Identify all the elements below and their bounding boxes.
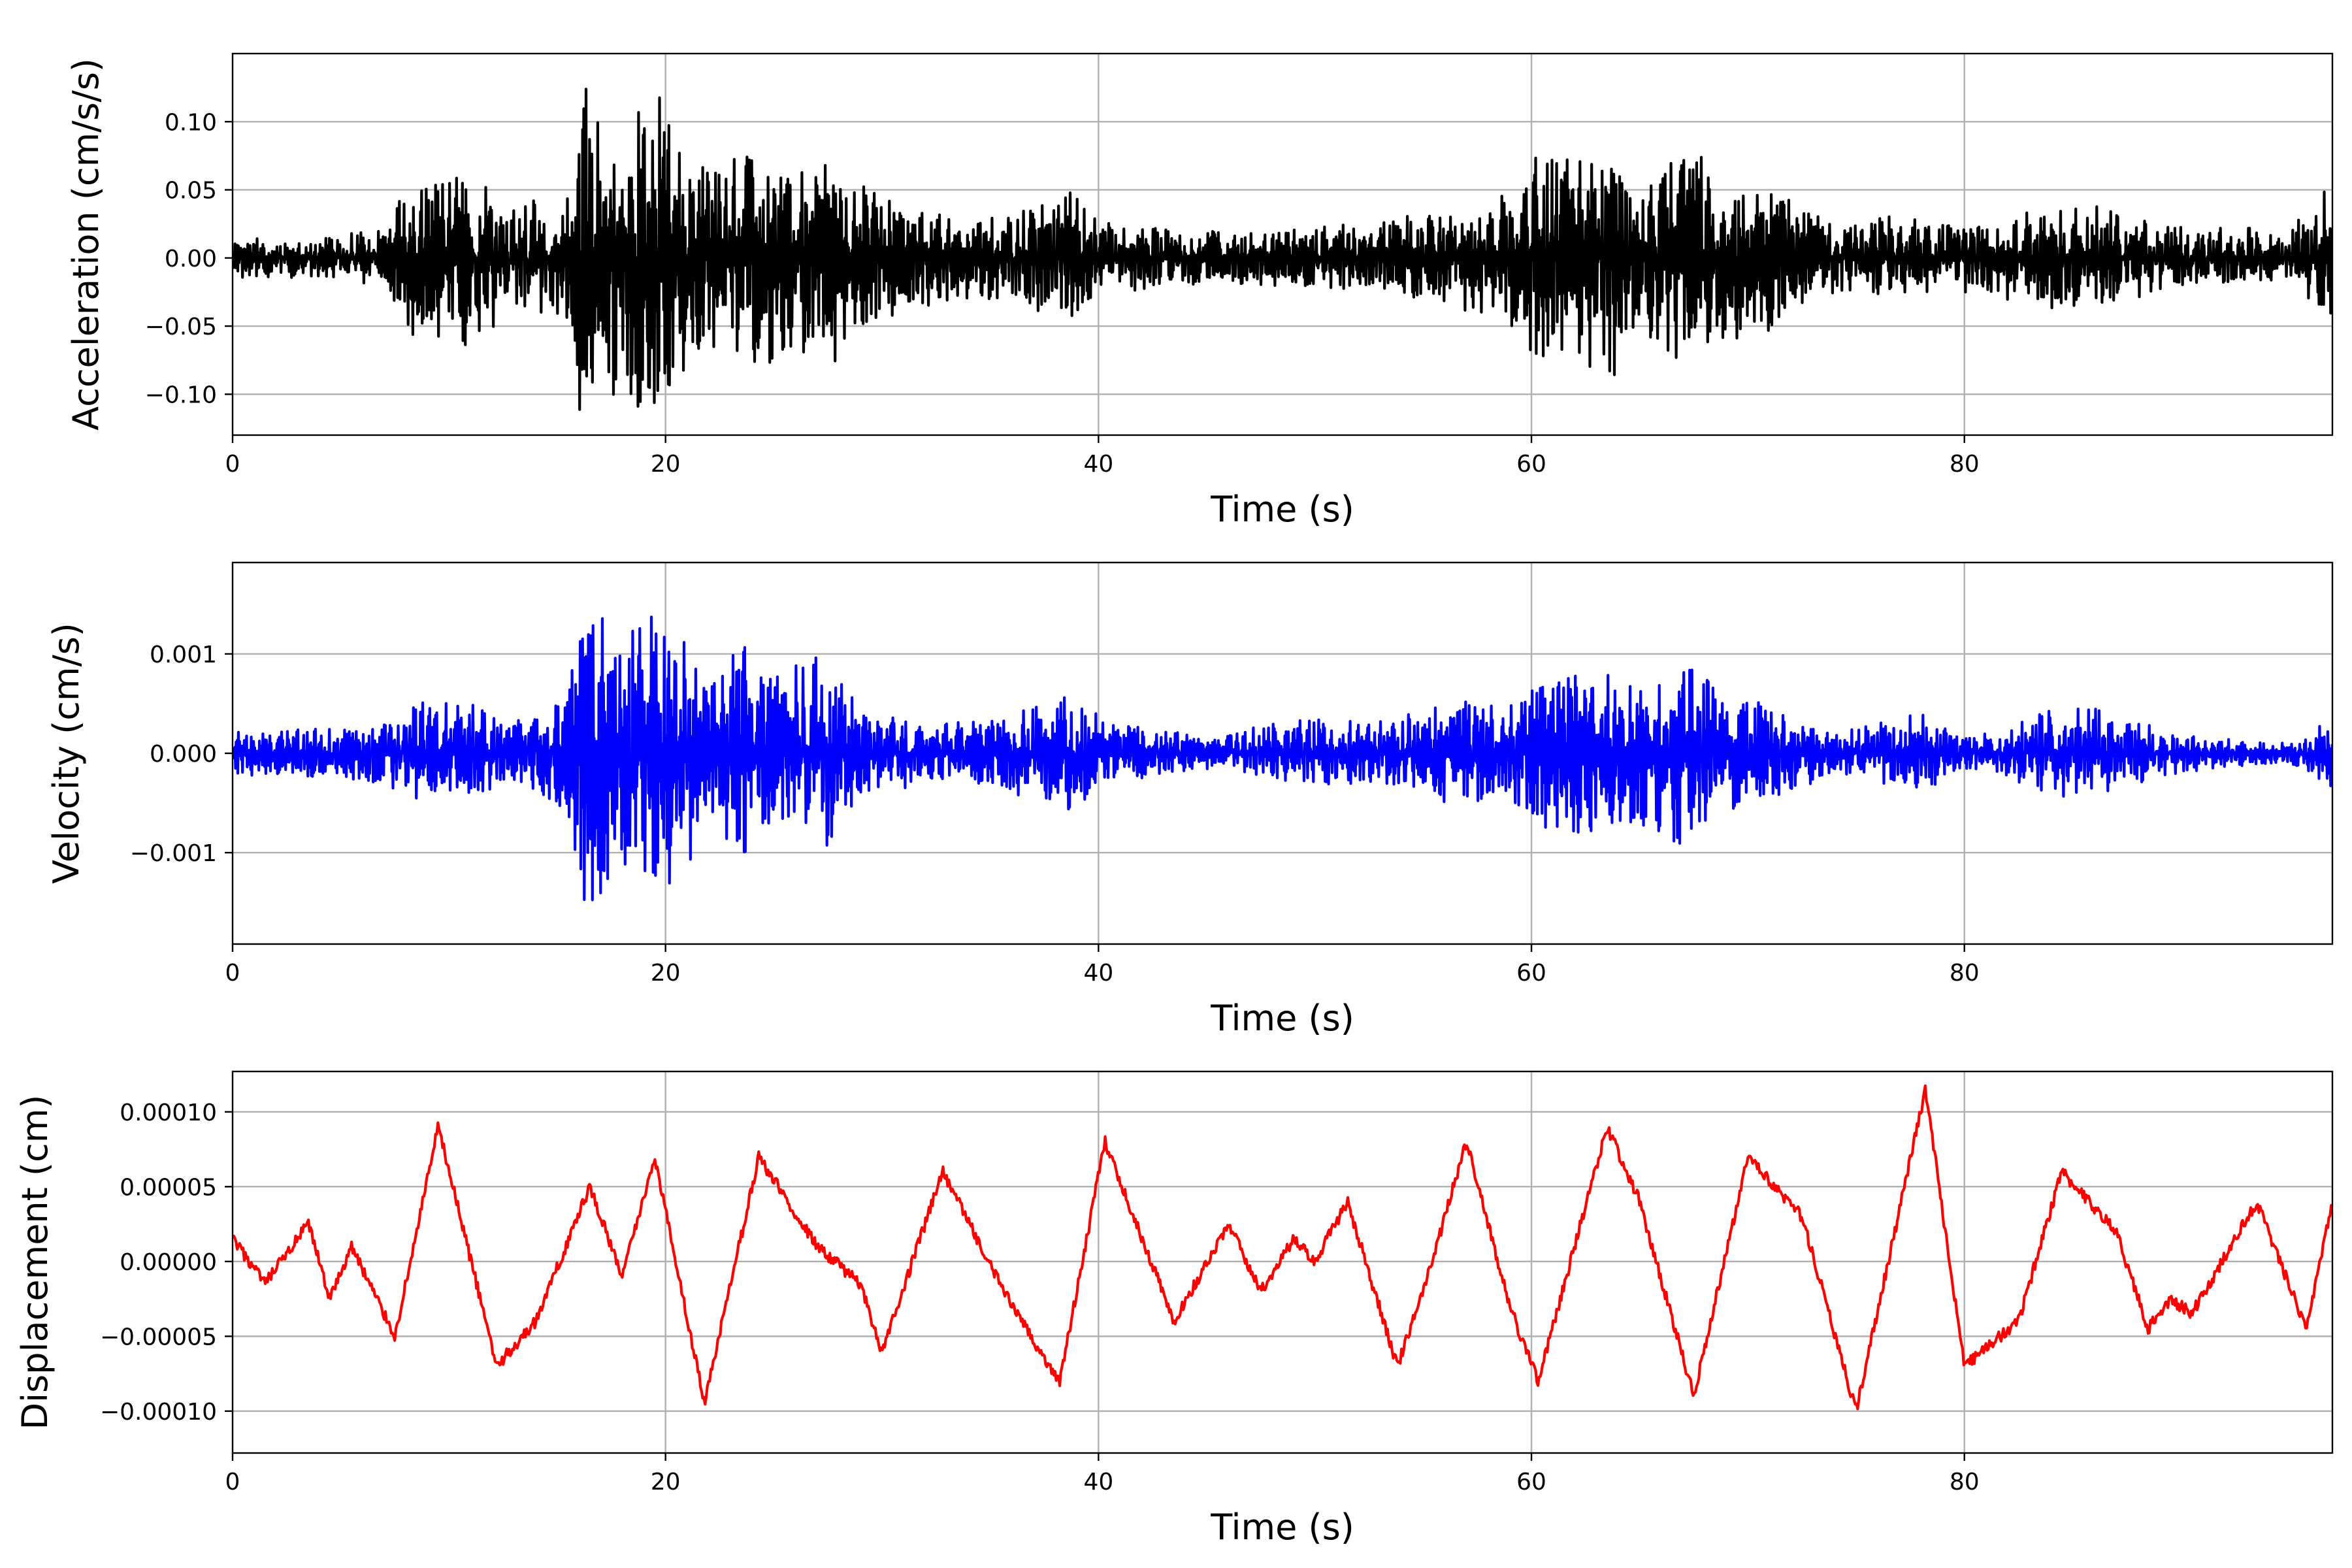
acceleration-x-tick-label: 60 <box>1516 451 1546 478</box>
acceleration-x-tick-label: 40 <box>1083 451 1113 478</box>
velocity-y-ticks: 0.001 0.000 −0.001 <box>130 642 233 867</box>
velocity-x-tick-label: 0 <box>225 960 240 987</box>
acceleration-x-tick-label: 80 <box>1950 451 1980 478</box>
acceleration-y-tick-label: −0.10 <box>145 382 217 408</box>
velocity-y-tick-label: −0.001 <box>130 840 217 867</box>
acceleration-panel: 0 20 40 60 80 0.10 0.05 0.00 −0.05 −0.10 Time (s… <box>65 52 2334 530</box>
displacement-y-tick-label: −0.00005 <box>100 1324 217 1350</box>
velocity-x-tick-label: 20 <box>651 960 681 987</box>
velocity-trace <box>233 615 2332 902</box>
velocity-y-tick-label: 0.001 <box>150 642 217 668</box>
displacement-grid <box>233 1071 2332 1453</box>
acceleration-y-ticks: 0.10 0.05 0.00 −0.05 −0.10 <box>145 109 233 408</box>
displacement-panel: 0 20 40 60 80 0.00010 0.00005 0.00000 −0.00005 −… <box>14 1070 2334 1548</box>
displacement-y-tick-label: 0.00010 <box>120 1100 217 1126</box>
displacement-series-line <box>233 1084 2332 1411</box>
acceleration-y-tick-label: 0.05 <box>165 178 217 204</box>
acceleration-y-tick-label: −0.05 <box>145 314 217 340</box>
displacement-x-tick-label: 0 <box>225 1469 240 1495</box>
displacement-y-tick-label: 0.00005 <box>120 1174 217 1201</box>
displacement-y-tick-label: 0.00000 <box>120 1249 217 1276</box>
acceleration-series-line <box>233 88 2332 411</box>
acceleration-y-axis-label: Acceleration (cm/s/s) <box>65 58 106 431</box>
displacement-x-tick-label: 40 <box>1083 1469 1113 1495</box>
displacement-y-axis-label: Displacement (cm) <box>14 1095 56 1430</box>
velocity-x-tick-label: 40 <box>1083 960 1113 987</box>
acceleration-x-ticks: 0 20 40 60 80 <box>225 435 1980 478</box>
displacement-x-ticks: 0 20 40 60 80 <box>225 1453 1980 1495</box>
velocity-x-ticks: 0 20 40 60 80 <box>225 944 1980 987</box>
displacement-x-tick-label: 80 <box>1950 1469 1980 1495</box>
velocity-y-tick-label: 0.000 <box>150 741 217 768</box>
displacement-y-tick-label: −0.00010 <box>100 1399 217 1426</box>
velocity-panel: 0 20 40 60 80 0.001 0.000 −0.001 Time (s) Velo… <box>46 561 2334 1039</box>
velocity-x-tick-label: 80 <box>1950 960 1980 987</box>
velocity-x-tick-label: 60 <box>1516 960 1546 987</box>
acceleration-x-tick-label: 20 <box>651 451 681 478</box>
acceleration-y-tick-label: 0.00 <box>165 246 217 272</box>
displacement-trace <box>233 1084 2332 1411</box>
acceleration-x-tick-label: 0 <box>225 451 240 478</box>
velocity-x-axis-label: Time (s) <box>1210 998 1354 1039</box>
displacement-y-ticks: 0.00010 0.00005 0.00000 −0.00005 −0.00010 <box>100 1100 233 1426</box>
acceleration-plot-frame <box>231 52 2334 436</box>
velocity-y-axis-label: Velocity (cm/s) <box>46 623 87 884</box>
acceleration-y-tick-label: 0.10 <box>165 109 217 136</box>
acceleration-trace <box>233 88 2332 411</box>
acceleration-x-axis-label: Time (s) <box>1210 489 1354 530</box>
velocity-series-line <box>233 615 2332 902</box>
displacement-x-axis-label: Time (s) <box>1210 1507 1354 1548</box>
displacement-x-tick-label: 20 <box>651 1469 681 1495</box>
displacement-x-tick-label: 60 <box>1516 1469 1546 1495</box>
